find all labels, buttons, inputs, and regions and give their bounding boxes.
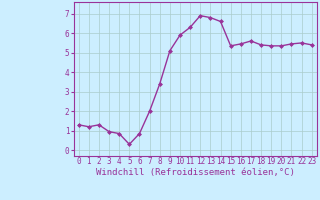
- X-axis label: Windchill (Refroidissement éolien,°C): Windchill (Refroidissement éolien,°C): [96, 168, 295, 177]
